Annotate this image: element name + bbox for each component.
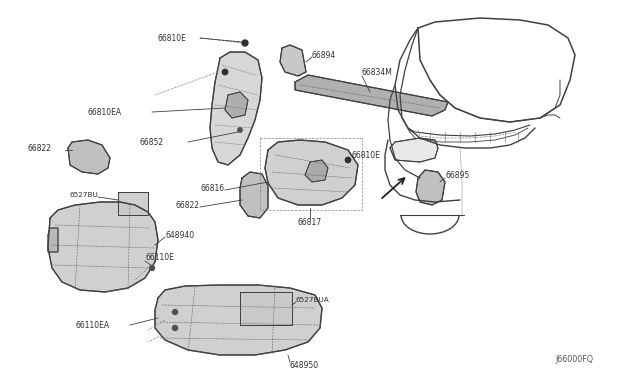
Text: 66852: 66852 xyxy=(140,138,164,147)
Polygon shape xyxy=(68,140,110,174)
Polygon shape xyxy=(416,170,445,205)
Text: 6527BU: 6527BU xyxy=(69,192,98,198)
Circle shape xyxy=(242,40,248,46)
Text: 66895: 66895 xyxy=(445,170,469,180)
Text: 66816: 66816 xyxy=(201,183,225,192)
Text: 66810E: 66810E xyxy=(158,33,187,42)
Polygon shape xyxy=(295,75,448,116)
Polygon shape xyxy=(240,292,292,325)
Polygon shape xyxy=(265,140,358,205)
Text: 66822: 66822 xyxy=(28,144,52,153)
Polygon shape xyxy=(155,285,322,355)
Polygon shape xyxy=(240,172,268,218)
Circle shape xyxy=(222,69,228,75)
Text: 66810EA: 66810EA xyxy=(88,108,122,116)
Text: J66000FQ: J66000FQ xyxy=(555,356,593,365)
Polygon shape xyxy=(210,52,262,165)
Circle shape xyxy=(345,157,351,163)
Polygon shape xyxy=(390,138,438,162)
Circle shape xyxy=(173,326,177,330)
Text: 66894: 66894 xyxy=(312,51,336,60)
Text: 66834M: 66834M xyxy=(362,67,393,77)
Polygon shape xyxy=(225,92,248,118)
Text: 66110EA: 66110EA xyxy=(75,321,109,330)
Polygon shape xyxy=(305,160,328,182)
Text: 66810E: 66810E xyxy=(352,151,381,160)
Polygon shape xyxy=(118,192,148,215)
Circle shape xyxy=(150,266,154,270)
Text: 648950: 648950 xyxy=(290,360,319,369)
Polygon shape xyxy=(48,228,58,252)
Circle shape xyxy=(238,128,242,132)
Polygon shape xyxy=(280,45,306,76)
Circle shape xyxy=(173,310,177,314)
Text: 648940: 648940 xyxy=(165,231,194,240)
Text: 66822: 66822 xyxy=(176,201,200,209)
Text: 6527BUA: 6527BUA xyxy=(296,297,330,303)
Text: 66817: 66817 xyxy=(298,218,322,227)
Polygon shape xyxy=(48,202,158,292)
Text: 66110E: 66110E xyxy=(145,253,174,263)
